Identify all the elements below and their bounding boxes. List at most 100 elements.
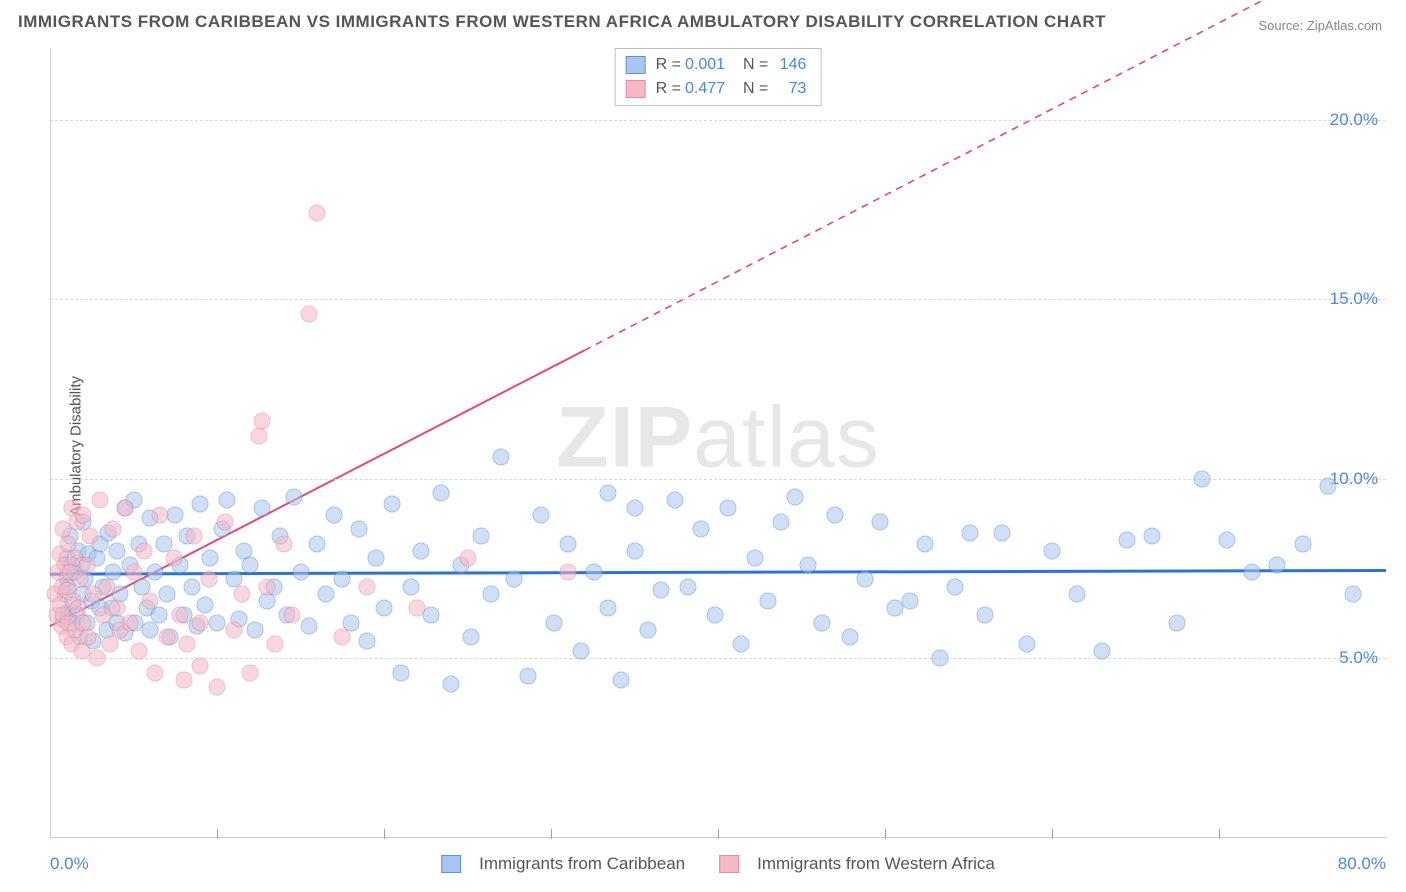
point-wafrica: [102, 636, 119, 653]
n-label: N =: [743, 80, 768, 98]
point-wafrica: [165, 549, 182, 566]
point-caribbean: [292, 564, 309, 581]
point-wafrica: [147, 664, 164, 681]
point-caribbean: [841, 628, 858, 645]
point-caribbean: [871, 514, 888, 531]
point-caribbean: [653, 582, 670, 599]
x-tick: [551, 829, 552, 839]
point-caribbean: [760, 593, 777, 610]
point-wafrica: [309, 205, 326, 222]
point-caribbean: [599, 600, 616, 617]
point-caribbean: [1294, 535, 1311, 552]
point-wafrica: [78, 557, 95, 574]
x-tick: [718, 829, 719, 839]
point-caribbean: [800, 557, 817, 574]
x-tick: [384, 829, 385, 839]
point-caribbean: [599, 485, 616, 502]
point-caribbean: [666, 492, 683, 509]
point-wafrica: [217, 514, 234, 531]
point-caribbean: [192, 496, 209, 513]
point-caribbean: [1269, 557, 1286, 574]
point-caribbean: [786, 488, 803, 505]
legend-label: Immigrants from Caribbean: [479, 854, 685, 874]
point-wafrica: [92, 492, 109, 509]
point-caribbean: [197, 596, 214, 613]
legend-swatch-caribbean: [626, 56, 646, 74]
r-label: R =: [656, 56, 681, 74]
source-attribution: Source: ZipAtlas.com: [1258, 18, 1382, 33]
point-wafrica: [300, 305, 317, 322]
x-tick: [217, 829, 218, 839]
point-wafrica: [254, 413, 271, 430]
point-caribbean: [679, 578, 696, 595]
point-wafrica: [135, 542, 152, 559]
legend-item-caribbean: Immigrants from Caribbean: [441, 854, 685, 874]
gridline-h: [50, 299, 1386, 300]
point-caribbean: [472, 528, 489, 545]
point-caribbean: [209, 614, 226, 631]
legend-swatch-caribbean: [441, 855, 461, 873]
legend-item-wafrica: Immigrants from Western Africa: [719, 854, 995, 874]
point-caribbean: [1319, 478, 1336, 495]
point-caribbean: [993, 524, 1010, 541]
point-wafrica: [234, 585, 251, 602]
point-caribbean: [1144, 528, 1161, 545]
point-caribbean: [902, 593, 919, 610]
point-caribbean: [773, 514, 790, 531]
point-wafrica: [75, 506, 92, 523]
point-wafrica: [175, 672, 192, 689]
point-caribbean: [242, 557, 259, 574]
point-caribbean: [1018, 636, 1035, 653]
legend-series: Immigrants from Caribbean Immigrants fro…: [441, 854, 995, 874]
point-wafrica: [334, 628, 351, 645]
point-caribbean: [813, 614, 830, 631]
point-caribbean: [573, 643, 590, 660]
x-tick: [1052, 829, 1053, 839]
point-wafrica: [225, 621, 242, 638]
gridline-h: [50, 120, 1386, 121]
point-caribbean: [962, 524, 979, 541]
point-wafrica: [125, 564, 142, 581]
point-caribbean: [482, 585, 499, 602]
legend-label: Immigrants from Western Africa: [757, 854, 995, 874]
point-caribbean: [219, 492, 236, 509]
y-tick-label: 20.0%: [1330, 110, 1378, 130]
n-value: 146: [772, 56, 806, 74]
trendline-solid: [50, 350, 584, 626]
n-label: N =: [743, 56, 768, 74]
point-caribbean: [367, 549, 384, 566]
point-caribbean: [626, 499, 643, 516]
point-wafrica: [200, 571, 217, 588]
y-tick-label: 5.0%: [1339, 648, 1378, 668]
point-caribbean: [432, 485, 449, 502]
point-wafrica: [359, 578, 376, 595]
point-caribbean: [402, 578, 419, 595]
point-caribbean: [519, 668, 536, 685]
point-caribbean: [309, 535, 326, 552]
point-caribbean: [158, 585, 175, 602]
y-tick-label: 15.0%: [1330, 289, 1378, 309]
point-caribbean: [586, 564, 603, 581]
point-wafrica: [142, 593, 159, 610]
point-caribbean: [559, 535, 576, 552]
point-wafrica: [80, 628, 97, 645]
point-caribbean: [300, 618, 317, 635]
point-caribbean: [947, 578, 964, 595]
point-wafrica: [98, 578, 115, 595]
point-caribbean: [1344, 585, 1361, 602]
r-label: R =: [656, 80, 681, 98]
point-caribbean: [254, 499, 271, 516]
point-caribbean: [826, 506, 843, 523]
point-caribbean: [639, 621, 656, 638]
point-wafrica: [130, 643, 147, 660]
point-wafrica: [250, 427, 267, 444]
point-wafrica: [459, 549, 476, 566]
point-wafrica: [284, 607, 301, 624]
point-wafrica: [559, 564, 576, 581]
point-caribbean: [325, 506, 342, 523]
point-wafrica: [192, 657, 209, 674]
point-caribbean: [384, 496, 401, 513]
point-caribbean: [856, 571, 873, 588]
point-caribbean: [693, 521, 710, 538]
legend-stats: R = 0.001 N = 146 R = 0.477 N = 73: [615, 48, 822, 106]
